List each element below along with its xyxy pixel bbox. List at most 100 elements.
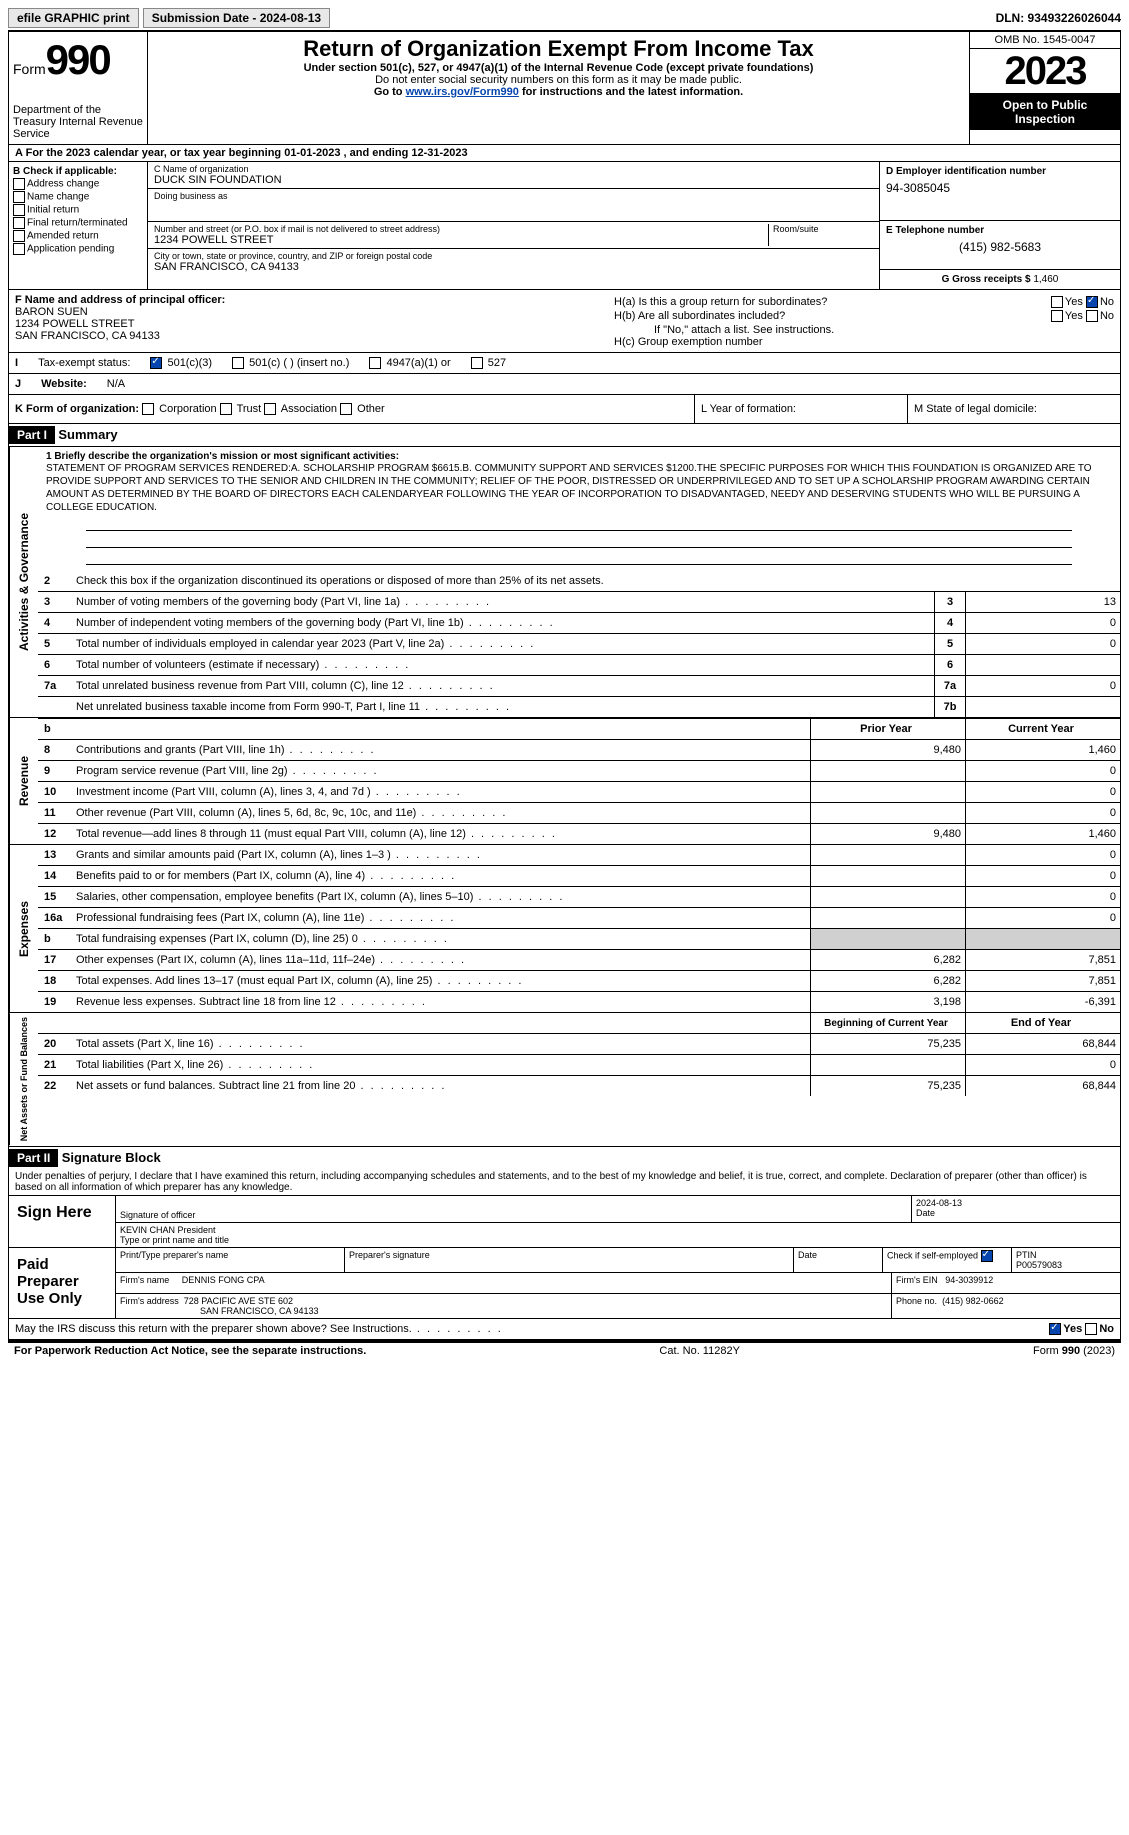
opt-assoc: Association (281, 403, 337, 415)
ha-no-checkbox[interactable] (1086, 296, 1098, 308)
hb-yes-checkbox[interactable] (1051, 310, 1063, 322)
current-year-val: 0 (965, 887, 1120, 907)
prior-year-val (810, 929, 965, 949)
opt-label: Final return/terminated (27, 218, 128, 229)
line-b-num: b (38, 723, 72, 735)
line-desc: Net assets or fund balances. Subtract li… (72, 1078, 810, 1094)
line-desc: Revenue less expenses. Subtract line 18 … (72, 994, 810, 1010)
discuss-label: May the IRS discuss this return with the… (15, 1323, 503, 1335)
mission-label: 1 Briefly describe the organization's mi… (46, 451, 399, 462)
line-num: 3 (38, 596, 72, 608)
beginning-year-val (810, 1055, 965, 1075)
mission-text: STATEMENT OF PROGRAM SERVICES RENDERED:A… (46, 462, 1112, 514)
line-box-val: 0 (965, 676, 1120, 696)
chk-amended-return[interactable]: Amended return (13, 230, 143, 242)
line-desc: Total liabilities (Part X, line 26) (72, 1057, 810, 1073)
sign-here-block: Sign Here Signature of officer 2024-08-1… (9, 1196, 1120, 1248)
line-desc: Investment income (Part VIII, column (A)… (72, 784, 810, 800)
gross-value: 1,460 (1033, 274, 1058, 285)
prior-year-val: 6,282 (810, 950, 965, 970)
line-num: 20 (38, 1038, 72, 1050)
current-year-val: -6,391 (965, 992, 1120, 1012)
city-label: City or town, state or province, country… (154, 251, 873, 261)
line-box-val: 13 (965, 592, 1120, 612)
phone-label: E Telephone number (886, 225, 1114, 236)
line-desc: Total expenses. Add lines 13–17 (must eq… (72, 973, 810, 989)
efile-print-button[interactable]: efile GRAPHIC print (8, 8, 139, 28)
beginning-year-header: Beginning of Current Year (810, 1013, 965, 1033)
hb-no-checkbox[interactable] (1086, 310, 1098, 322)
footer-cat: Cat. No. 11282Y (659, 1345, 740, 1357)
line-num: 22 (38, 1080, 72, 1092)
chk-corp[interactable] (142, 403, 154, 415)
tab-expenses: Expenses (9, 845, 38, 1012)
chk-4947[interactable] (369, 357, 381, 369)
chk-name-change[interactable]: Name change (13, 191, 143, 203)
officer-name-title: KEVIN CHAN President (120, 1225, 1116, 1235)
line-box-num: 7b (934, 697, 965, 717)
ha-yes-checkbox[interactable] (1051, 296, 1063, 308)
chk-501c3[interactable] (150, 357, 162, 369)
line-desc: Salaries, other compensation, employee b… (72, 889, 810, 905)
chk-other[interactable] (340, 403, 352, 415)
chk-address-change[interactable]: Address change (13, 178, 143, 190)
line-num: 18 (38, 975, 72, 987)
line-num: 9 (38, 765, 72, 777)
line-desc: Benefits paid to or for members (Part IX… (72, 868, 810, 884)
part-i-title: Summary (58, 427, 117, 442)
chk-527[interactable] (471, 357, 483, 369)
discuss-row: May the IRS discuss this return with the… (9, 1319, 1120, 1340)
line-box-val: 0 (965, 634, 1120, 654)
beginning-year-val: 75,235 (810, 1034, 965, 1054)
ein-value: 94-3085045 (886, 181, 1114, 195)
prior-year-val (810, 803, 965, 823)
part-ii-title: Signature Block (62, 1150, 161, 1165)
period-text: For the 2023 calendar year, or tax year … (26, 147, 468, 159)
prior-year-val (810, 866, 965, 886)
opt-trust: Trust (237, 403, 262, 415)
col-c-org-info: C Name of organization DUCK SIN FOUNDATI… (148, 162, 879, 289)
chk-initial-return[interactable]: Initial return (13, 204, 143, 216)
line-box-num: 7a (934, 676, 965, 696)
chk-self-employed[interactable] (981, 1250, 993, 1262)
yes-label: Yes (1063, 1323, 1082, 1335)
opt-label: Initial return (27, 205, 79, 216)
opt-527: 527 (488, 357, 506, 369)
line-num: 16a (38, 912, 72, 924)
line-desc: Total assets (Part X, line 16) (72, 1036, 810, 1052)
paid-preparer-block: Paid Preparer Use Only Print/Type prepar… (9, 1248, 1120, 1319)
opt-corp: Corporation (159, 403, 216, 415)
prior-year-val: 9,480 (810, 740, 965, 760)
website-label: Website: (41, 378, 87, 390)
header-right: OMB No. 1545-0047 2023 Open to Public In… (969, 32, 1120, 144)
discuss-yes-checkbox[interactable] (1049, 1323, 1061, 1335)
b-title: B Check if applicable: (13, 166, 117, 177)
opt-other: Other (357, 403, 385, 415)
firm-name-value: DENNIS FONG CPA (182, 1275, 265, 1285)
firm-city-value: SAN FRANCISCO, CA 94133 (120, 1306, 319, 1316)
chk-501c[interactable] (232, 357, 244, 369)
perjury-statement: Under penalties of perjury, I declare th… (9, 1169, 1120, 1196)
line-desc: Grants and similar amounts paid (Part IX… (72, 847, 810, 863)
chk-assoc[interactable] (264, 403, 276, 415)
line-desc: Total number of individuals employed in … (72, 636, 934, 652)
beginning-year-val: 75,235 (810, 1076, 965, 1096)
part-i-header: Part I Summary (9, 424, 1120, 447)
org-name-label: C Name of organization (154, 164, 873, 174)
line-num: 5 (38, 638, 72, 650)
discuss-no-checkbox[interactable] (1085, 1323, 1097, 1335)
part-ii-header: Part II Signature Block (9, 1147, 1120, 1169)
chk-trust[interactable] (220, 403, 232, 415)
current-year-val: 0 (965, 845, 1120, 865)
yes-label: Yes (1065, 310, 1083, 322)
chk-application-pending[interactable]: Application pending (13, 243, 143, 255)
chk-final-return[interactable]: Final return/terminated (13, 217, 143, 229)
gross-label: G Gross receipts $ (942, 274, 1031, 285)
officer-addr1: 1234 POWELL STREET (15, 318, 134, 330)
irs-link[interactable]: www.irs.gov/Form990 (406, 86, 519, 98)
hb-note: If "No," attach a list. See instructions… (614, 324, 1114, 336)
firm-addr-value: 728 PACIFIC AVE STE 602 (184, 1296, 293, 1306)
line-num: 7a (38, 680, 72, 692)
activities-governance-section: Activities & Governance 1 Briefly descri… (9, 447, 1120, 718)
line-box-num: 5 (934, 634, 965, 654)
